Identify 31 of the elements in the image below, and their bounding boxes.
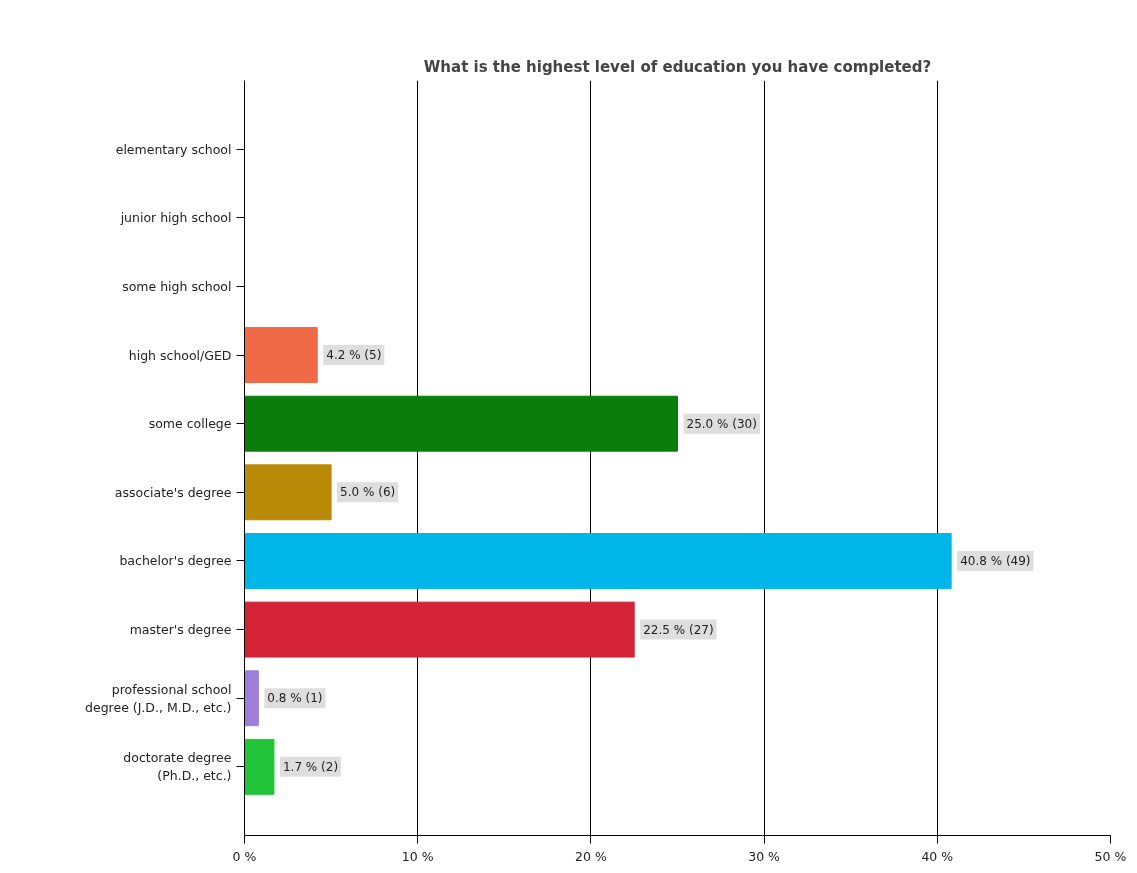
y-tick-label: junior high school [119, 210, 232, 226]
y-tick-label: some college [148, 416, 232, 432]
y-tick-label: some high school [122, 278, 232, 294]
bar [244, 738, 275, 795]
y-tick-label: associate's degree [114, 484, 232, 500]
x-tick-label: 50 % [1094, 848, 1127, 864]
y-tick-label: elementary school [115, 141, 232, 157]
x-tick-label: 30 % [748, 848, 781, 864]
data-label: 1.7 % (2) [282, 759, 339, 774]
bar [244, 670, 259, 727]
data-label: 0.8 % (1) [267, 691, 323, 706]
bar [244, 327, 318, 383]
x-tick-label: 10 % [401, 848, 434, 864]
data-label: 40.8 % (49) [960, 553, 1031, 568]
y-tick-label: bachelor's degree [119, 553, 232, 569]
x-tick-label: 40 % [921, 848, 954, 864]
y-tick-label: high school/GED [128, 347, 232, 363]
data-label: 25.0 % (30) [686, 416, 757, 431]
bar [244, 601, 635, 658]
data-label: 22.5 % (27) [643, 622, 714, 637]
y-tick-label: doctorate degree (Ph.D., etc.) [123, 750, 232, 784]
data-label: 5.0 % (6) [340, 485, 396, 500]
bar [244, 395, 678, 452]
x-tick-label: 0 % [232, 848, 257, 864]
bar [244, 533, 952, 589]
y-tick-label: master's degree [129, 622, 232, 638]
chart-title: What is the highest level of education you have completed? [423, 57, 932, 76]
y-tick-label: professional school degree (J.D., M.D., etc.) [85, 681, 232, 715]
data-label: 4.2 % (5) [326, 348, 382, 363]
bar [244, 464, 332, 521]
x-tick-label: 20 % [575, 848, 607, 864]
